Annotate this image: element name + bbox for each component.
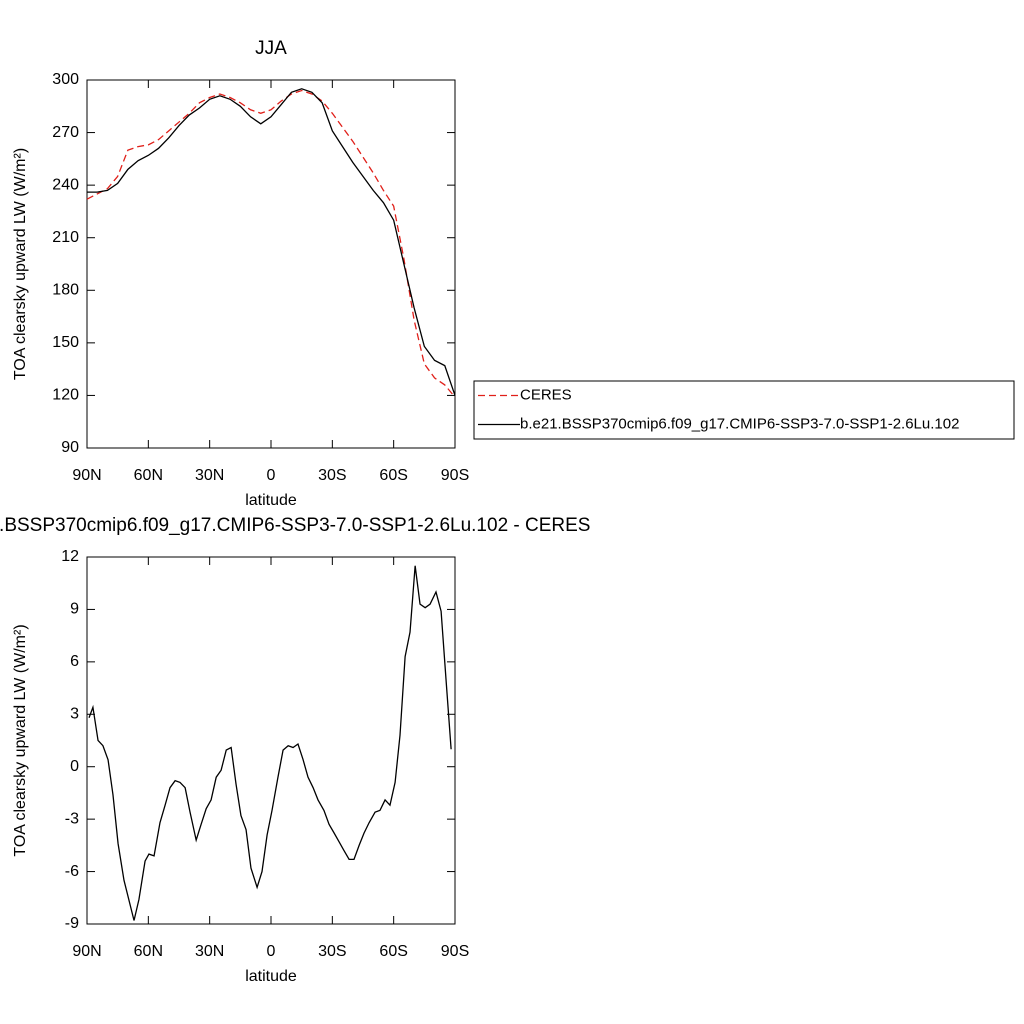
y-tick-label: 240	[52, 176, 79, 193]
x-axis-label: latitude	[245, 492, 297, 509]
y-tick-label: 3	[70, 706, 79, 723]
plot-frame	[86, 556, 456, 925]
x-tick-label: 30S	[318, 467, 346, 484]
legend-label: CERES	[520, 386, 572, 403]
y-axis-label: TOA clearsky upward LW (W/m²)	[12, 148, 29, 380]
legend-label: b.e21.BSSP370cmip6.f09_g17.CMIP6-SSP3-7.…	[520, 415, 959, 432]
data-line	[86, 89, 456, 398]
x-axis-label: latitude	[245, 968, 297, 985]
y-tick-label: 90	[61, 439, 79, 456]
y-tick-label: 120	[52, 387, 79, 404]
x-tick-label: 90S	[441, 943, 469, 960]
chart-title: JJA	[255, 38, 287, 59]
x-tick-label: 0	[267, 943, 276, 960]
y-tick-label: 180	[52, 282, 79, 299]
y-tick-label: -9	[65, 915, 79, 932]
x-tick-label: 60N	[134, 943, 163, 960]
y-tick-label: 12	[61, 548, 79, 565]
y-tick-label: 150	[52, 334, 79, 351]
x-tick-label: 30N	[195, 943, 224, 960]
x-tick-label: 90S	[441, 467, 469, 484]
x-tick-label: 0	[267, 467, 276, 484]
chart-title: b.e21.BSSP370cmip6.f09_g17.CMIP6-SSP3-7.…	[0, 515, 590, 536]
y-axis-label: TOA clearsky upward LW (W/m²)	[12, 624, 29, 856]
legend-box	[473, 380, 1015, 440]
y-tick-label: 0	[70, 758, 79, 775]
x-tick-label: 30S	[318, 943, 346, 960]
legend: CERES b.e21.BSSP370cmip6.f09_g17.CMIP6-SS…	[473, 380, 1015, 440]
data-line	[87, 88, 456, 396]
x-tick-label: 60S	[379, 943, 407, 960]
y-tick-label: 210	[52, 229, 79, 246]
x-tick-label: 30N	[195, 467, 224, 484]
y-tick-label: 270	[52, 124, 79, 141]
y-tick-label: 9	[70, 601, 79, 618]
data-line	[88, 565, 452, 921]
x-tick-label: 60N	[134, 467, 163, 484]
y-tick-label: -3	[65, 810, 79, 827]
y-tick-label: 300	[52, 71, 79, 88]
x-tick-label: 90N	[72, 467, 101, 484]
y-tick-label: 6	[70, 653, 79, 670]
plot-frame	[86, 79, 456, 449]
x-tick-label: 90N	[72, 943, 101, 960]
y-tick-label: -6	[65, 863, 79, 880]
x-tick-label: 60S	[379, 467, 407, 484]
